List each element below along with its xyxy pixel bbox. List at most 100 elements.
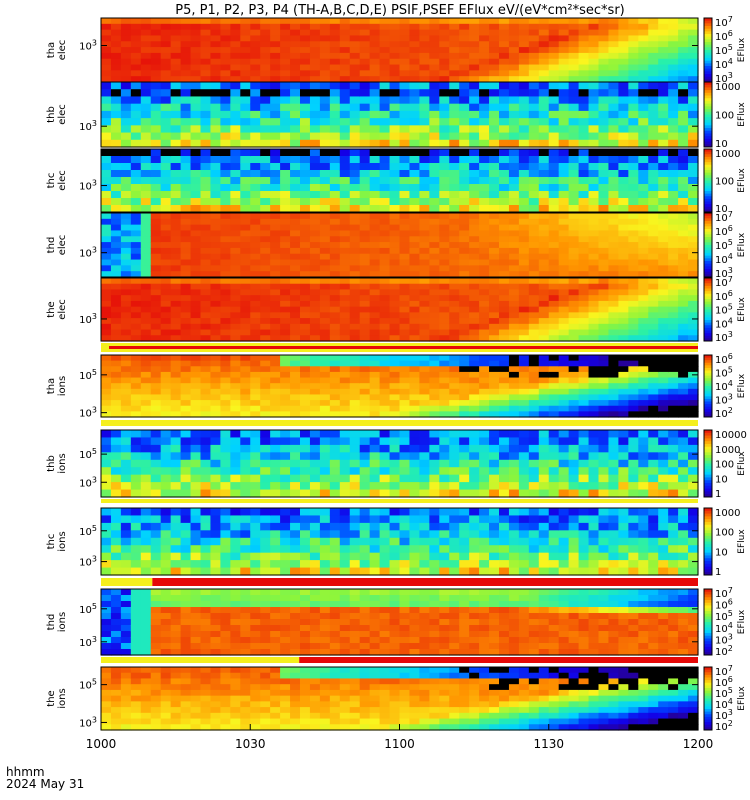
spectrogram-cell [598,371,610,379]
spectrogram-cell [101,139,112,148]
spectrogram-cell [250,47,261,54]
spectrogram-cell [339,52,351,60]
spectrogram-cell [300,242,311,249]
spectrogram-cell [578,205,590,213]
spectrogram-cell [250,444,261,453]
spectrogram-cell [150,82,162,90]
spectrogram-cell [538,76,550,83]
spectrogram-cell [538,283,550,291]
spectrogram-cell [110,191,122,199]
spectrogram-cell [518,58,530,66]
spectrogram-cell [369,29,381,37]
spectrogram-cell [489,64,500,71]
spectrogram-cell [359,474,371,483]
spectrogram-cell [290,467,301,476]
spectrogram-cell [648,259,659,266]
spectrogram-cell [538,482,550,491]
spectrogram-cell [389,388,401,396]
spectrogram-cell [688,76,699,83]
spectrogram-cell [180,567,192,576]
spectrogram-cell [469,70,480,77]
spectrogram-cell [648,156,659,164]
spectrogram-cell [638,52,649,60]
spectrogram-cell [329,271,341,278]
spectrogram-cell [459,444,470,453]
spectrogram-cell [648,300,659,308]
spectrogram-cell [180,35,192,42]
spectrogram-cell [250,377,261,384]
spectrogram-cell [329,191,341,199]
spectrogram-cell [210,522,221,531]
panel-frame [100,429,699,498]
spectrogram-cell [150,552,162,561]
spectrogram-cell [429,139,440,148]
spectrogram-cell [309,218,321,226]
colorbar-segment [704,95,712,99]
spectrogram-cell [598,530,610,539]
spectrogram-cell [379,177,391,185]
spectrogram-cell [409,89,420,98]
spectrogram-cell [140,118,152,126]
spectrogram-cell [399,224,411,232]
spectrogram-cell [608,366,619,373]
spectrogram-cell [648,371,659,379]
spectrogram-cell [339,405,351,412]
spectrogram-cell [290,29,301,37]
spectrogram-cell [379,400,391,407]
spectrogram-cell [518,452,530,461]
spectrogram-cell [280,411,291,418]
spectrogram-cell [369,52,381,60]
spectrogram-cell [638,205,649,213]
spectrogram-cell [190,82,202,90]
spectrogram-cell [499,444,510,453]
spectrogram-cell [479,452,490,461]
spectrogram-cell [678,96,689,105]
spectrogram-cell [568,306,580,313]
spectrogram-cell [568,289,580,296]
spectrogram-cell [489,103,500,112]
spectrogram-cell [419,259,430,266]
spectrogram-cell [429,82,440,90]
spectrogram-cell [339,482,351,491]
spectrogram-cell [419,530,430,539]
spectrogram-cell [508,430,520,439]
spectrogram-cell [508,149,520,157]
spectrogram-cell [469,295,480,302]
spectrogram-cell [130,437,142,446]
spectrogram-cell [638,323,649,331]
spectrogram-cell [240,177,251,185]
spectrogram-cell [359,430,371,439]
colorbar-segment [704,87,712,91]
spectrogram-cell [459,47,470,54]
spectrogram-cell [319,76,331,83]
spectrogram-cell [528,125,540,134]
spectrogram-cell [489,41,500,48]
spectrogram-cell [568,271,580,278]
spectrogram-cell [469,253,480,261]
spectrogram-cell [668,125,679,134]
spectrogram-cell [598,329,610,336]
spectrogram-cell [558,560,570,569]
spectrogram-cell [399,300,411,308]
spectrogram-cell [230,474,241,483]
spectrogram-cell [140,198,152,206]
spectrogram-cell [300,474,311,483]
spectrogram-cell [389,230,401,237]
spectrogram-cell [359,230,371,237]
spectrogram-cell [170,289,182,296]
spectrogram-cell [349,76,361,83]
spectrogram-cell [180,236,192,243]
spectrogram-cells [101,355,699,418]
spectrogram-cell [538,295,550,302]
colorbar-segment [704,330,712,334]
spectrogram-cell [240,467,251,476]
spectrogram-cell [349,247,361,255]
spectrogram-cell [250,552,261,561]
spectrogram-cell [379,335,391,342]
spectrogram-cell [439,560,450,569]
spectrogram-cell [369,64,381,71]
spectrogram-cell [568,489,580,498]
spectrogram-cell [588,163,600,171]
spectrogram-cell [578,366,590,373]
spectrogram-cell [170,300,182,308]
